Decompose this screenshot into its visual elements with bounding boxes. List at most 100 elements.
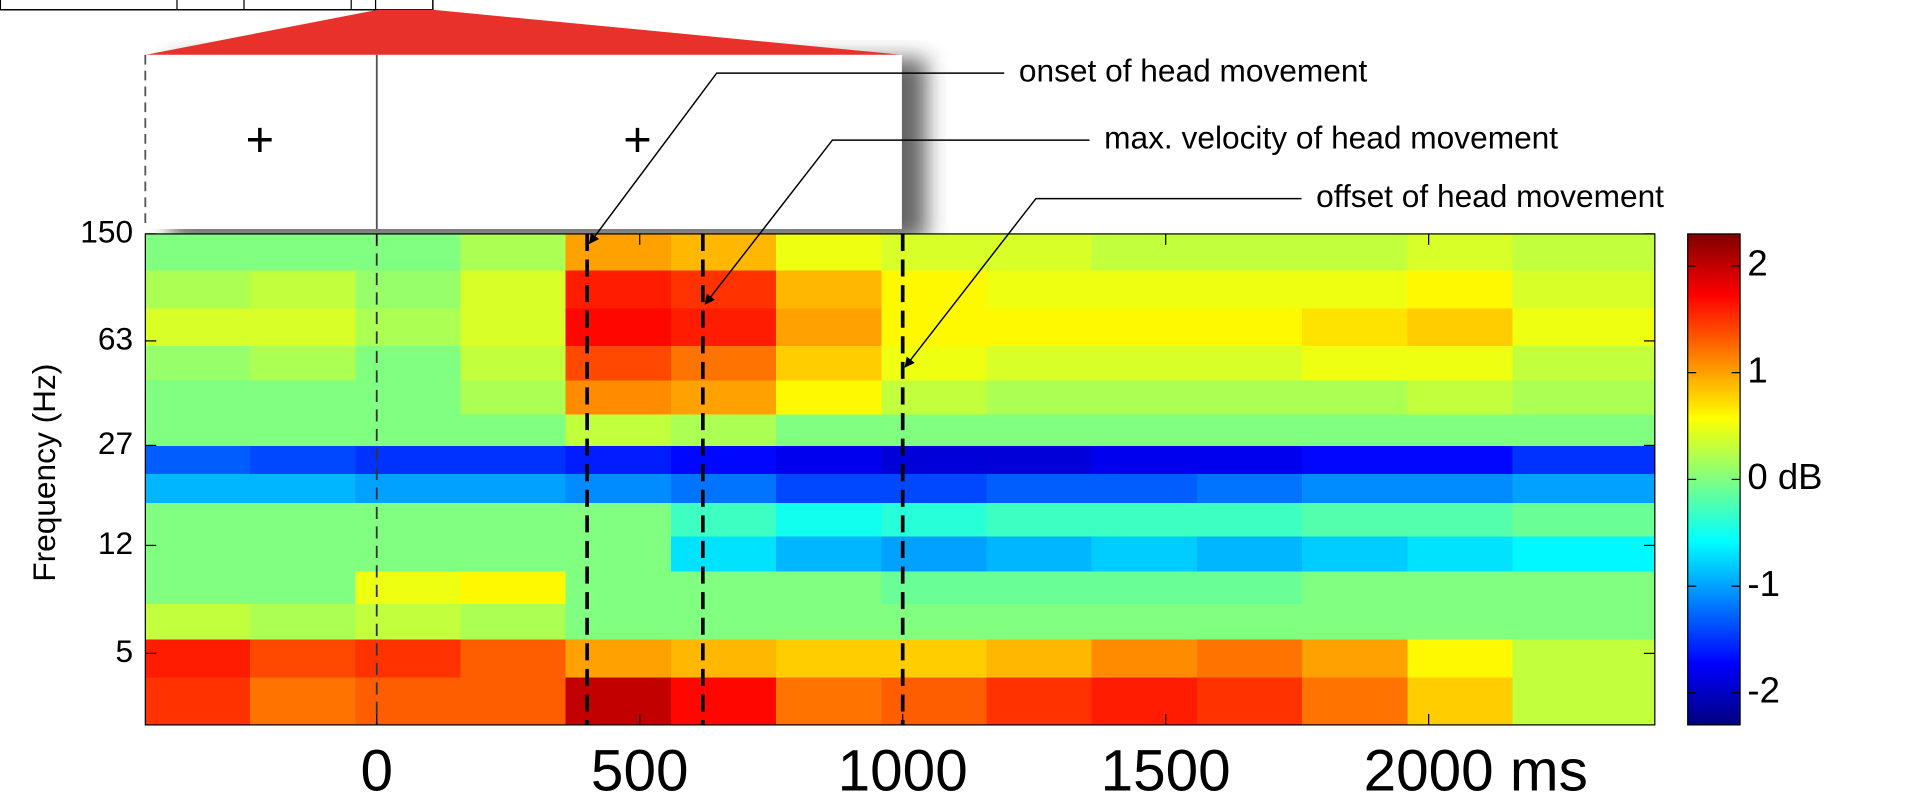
heatmap-cell [1091, 380, 1198, 416]
heatmap-cell [670, 308, 777, 347]
heatmap-cell [670, 380, 777, 416]
fixation-cross: + [623, 114, 651, 168]
y-tick-label: 150 [80, 213, 133, 249]
heatmap-cell [1091, 536, 1198, 573]
heatmap-cell [1196, 502, 1303, 538]
heatmap-cell [670, 473, 777, 504]
heatmap-cell [1407, 604, 1514, 641]
heatmap-cell [460, 502, 567, 538]
heatmap-cell [565, 233, 672, 272]
heatmap-cell [1407, 502, 1514, 538]
heatmap-cell [776, 345, 883, 382]
heatmap-cell [144, 445, 251, 475]
heatmap-cell [1091, 677, 1198, 726]
annotation-leader [588, 72, 1005, 245]
heatmap-cell [881, 233, 988, 272]
heatmap-cell [1091, 233, 1198, 272]
zoom-wedge [145, 9, 902, 55]
heatmap-cell [1512, 308, 1656, 347]
heatmap-cell [355, 345, 462, 382]
heatmap-cell [460, 604, 567, 641]
zoom-box [145, 54, 902, 230]
heatmap-cell [670, 502, 777, 538]
heatmap-cell [460, 308, 567, 347]
heatmap-cell [1512, 571, 1656, 605]
heatmap-cell [776, 473, 883, 504]
heatmap-cell [460, 639, 567, 679]
heatmap-cell [1407, 233, 1514, 272]
y-tick-label: 12 [98, 525, 133, 561]
heatmap-cell [670, 604, 777, 641]
y-tick-label: 63 [98, 320, 133, 356]
heatmap-cell [144, 233, 251, 272]
heatmap-cell [670, 536, 777, 573]
heatmap-cell [355, 473, 462, 504]
heatmap-cell [1407, 308, 1514, 347]
heatmap-cell [776, 604, 883, 641]
x-tick-label: 1000 [838, 738, 968, 798]
heatmap-cell [250, 345, 357, 382]
heatmap-cell [460, 571, 567, 605]
heatmap-cell [1407, 536, 1514, 573]
timeline-schematic: + + [0, 0, 927, 242]
heatmap-cell [1091, 270, 1198, 310]
heatmap-cell [881, 345, 988, 382]
heatmap-cell [986, 677, 1093, 726]
x-tick-label: 0 [360, 738, 393, 798]
x-tick-label: 500 [591, 738, 689, 798]
heatmap-cell [1407, 345, 1514, 382]
annotation: onset of head movement [1019, 52, 1368, 88]
heatmap-cell [881, 639, 988, 679]
heatmap-cell [986, 445, 1093, 475]
heatmap-cell [144, 502, 251, 538]
heatmap-cell [986, 604, 1093, 641]
heatmap-cell [670, 345, 777, 382]
heatmap-cell [565, 270, 672, 310]
heatmap-cell [1196, 473, 1303, 504]
heatmap-cell [1407, 380, 1514, 416]
heatmap-cell [144, 639, 251, 679]
heatmap-cell [460, 345, 567, 382]
heatmap-cell [250, 414, 357, 447]
heatmap-cell [144, 536, 251, 573]
heatmap-cell [986, 571, 1093, 605]
heatmap-cell [355, 571, 462, 605]
heatmap-cell [1091, 473, 1198, 504]
heatmap-cell [1196, 270, 1303, 310]
heatmap-cell [1302, 445, 1408, 475]
heatmap-cell [986, 414, 1093, 447]
heatmap-cell [355, 308, 462, 347]
heatmap-cell [1196, 414, 1303, 447]
heatmap-cell [670, 270, 777, 310]
heatmap-cell [355, 604, 462, 641]
heatmap-cell [1302, 677, 1408, 726]
heatmap-cell [881, 677, 988, 726]
heatmap-cell [355, 502, 462, 538]
heatmap-cell [1512, 639, 1656, 679]
heatmap-cell [460, 445, 567, 475]
heatmap-cell [565, 677, 672, 726]
heatmap-cell [144, 571, 251, 605]
heatmap-cell [881, 502, 988, 538]
heatmap-cell [986, 473, 1093, 504]
heatmap-cell [986, 380, 1093, 416]
heatmap-cell [1196, 536, 1303, 573]
heatmap-cell [881, 571, 988, 605]
heatmap-cell [1302, 270, 1408, 310]
heatmap-cell [144, 677, 251, 726]
heatmap-cell [250, 571, 357, 605]
heatmap-cell [1512, 536, 1656, 573]
heatmap-cell [670, 414, 777, 447]
heatmap-cell [565, 345, 672, 382]
heatmap-cell [776, 536, 883, 573]
heatmap-cell [986, 639, 1093, 679]
heatmap-cell [1091, 571, 1198, 605]
heatmap-cell [1091, 502, 1198, 538]
colorbar-tick-label: 0 dB [1747, 456, 1822, 497]
heatmap-cell [1196, 639, 1303, 679]
heatmap-cell [1407, 639, 1514, 679]
colorbar-tick-label: 2 [1747, 243, 1767, 284]
heatmap-cell [1407, 473, 1514, 504]
heatmap-cell [881, 308, 988, 347]
